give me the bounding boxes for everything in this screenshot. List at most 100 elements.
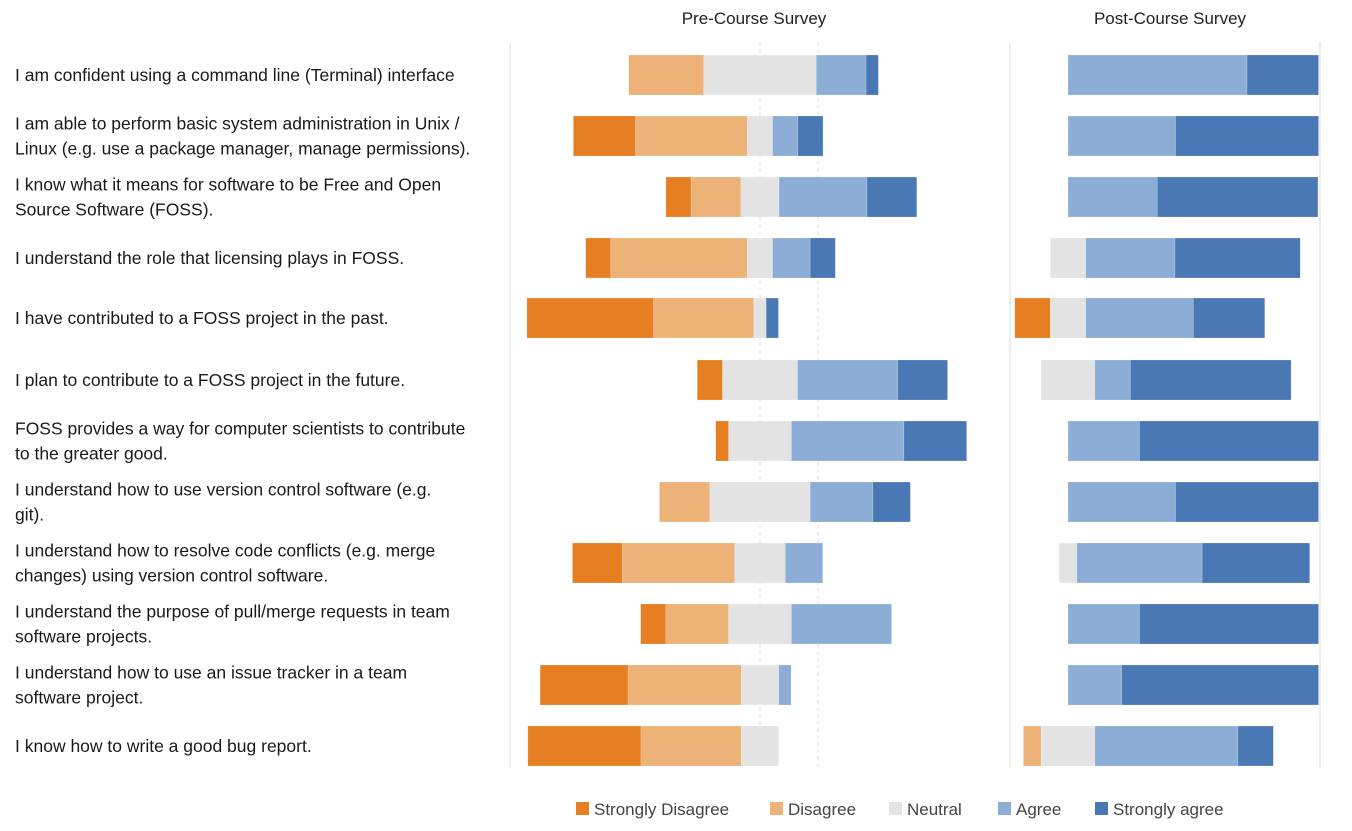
bar-segment (809, 481, 874, 523)
legend-label: Strongly Disagree (594, 800, 729, 819)
bar-segment (1023, 725, 1042, 767)
bar-segment (640, 725, 742, 767)
bar-segment (635, 115, 748, 157)
legend-label: Neutral (907, 800, 962, 819)
bar-segment (585, 237, 612, 279)
bar-segment (1040, 359, 1096, 401)
bar-segment (740, 176, 780, 218)
bar-segment (572, 542, 623, 584)
bar-segment (1193, 297, 1266, 339)
question-label: Linux (e.g. use a package manager, manag… (15, 139, 470, 159)
question-label: I understand how to resolve code conflic… (15, 541, 435, 561)
bar-segment (1175, 115, 1319, 157)
bar-segment (1050, 297, 1086, 339)
bar-segment (1201, 542, 1310, 584)
legend-swatch (576, 802, 589, 815)
bar-segment (1050, 237, 1086, 279)
bar-segment (621, 542, 736, 584)
question-label: git). (15, 505, 44, 525)
question-label: I understand the purpose of pull/merge r… (15, 602, 450, 622)
bar-segment (1067, 603, 1140, 645)
question-label: I am able to perform basic system admini… (15, 114, 460, 134)
bar-segment (1067, 115, 1176, 157)
bar-segment (1139, 603, 1319, 645)
bar-segment (715, 420, 729, 462)
legend-label: Disagree (788, 800, 856, 819)
bar-segment (865, 54, 879, 96)
bar-segment (640, 603, 667, 645)
bar-segment (690, 176, 742, 218)
bar-segment (1085, 237, 1176, 279)
bar-segment (1237, 725, 1274, 767)
bar-segment (778, 664, 792, 706)
question-label: I know how to write a good bug report. (15, 736, 312, 756)
bar-segment (772, 237, 811, 279)
bar-segment (1156, 176, 1319, 218)
bar-segment (1174, 237, 1301, 279)
bar-segment (778, 176, 868, 218)
bar-segment (747, 115, 773, 157)
bar-segment (610, 237, 748, 279)
bar-segment (903, 420, 967, 462)
legend-label: Strongly agree (1113, 800, 1224, 819)
bar-segment (653, 297, 755, 339)
question-label: I understand how to use an issue tracker… (15, 663, 407, 683)
bar-segment (728, 603, 792, 645)
bar-segment (1246, 54, 1319, 96)
panel-title: Pre-Course Survey (682, 9, 827, 28)
bar-segment (797, 115, 824, 157)
bar-segment (784, 542, 823, 584)
bar-segment (1139, 420, 1319, 462)
bar-segment (1076, 542, 1203, 584)
bar-segment (1040, 725, 1096, 767)
bar-segment (703, 54, 817, 96)
bar-segment (734, 542, 786, 584)
bar-segment (539, 664, 629, 706)
bar-segment (1067, 420, 1140, 462)
bar-segment (665, 176, 692, 218)
bar-segment (791, 420, 905, 462)
question-label: to the greater good. (15, 444, 168, 464)
bar-segment (740, 725, 780, 767)
bar-segment (709, 481, 811, 523)
question-label: I am confident using a command line (Ter… (15, 65, 455, 85)
bar-segment (753, 297, 767, 339)
bar-segment (791, 603, 892, 645)
bar-segment (897, 359, 948, 401)
bar-segment (722, 359, 798, 401)
bar-segment (1175, 481, 1319, 523)
bar-segment (659, 481, 711, 523)
bar-segment (1067, 664, 1123, 706)
bar-segment (772, 115, 799, 157)
bar-segment (665, 603, 729, 645)
question-label: I understand how to use version control … (15, 480, 431, 500)
question-label: software project. (15, 688, 143, 708)
legend-swatch (889, 802, 902, 815)
bar-segment (1067, 54, 1248, 96)
bar-segment (872, 481, 911, 523)
question-label: changes) using version control software. (15, 566, 328, 586)
bar-segment (1067, 481, 1176, 523)
bar-segment (866, 176, 918, 218)
bar-segment (765, 297, 779, 339)
question-label: I have contributed to a FOSS project in … (15, 308, 389, 328)
bar-segment (1014, 297, 1051, 339)
question-label: I plan to contribute to a FOSS project i… (15, 370, 405, 390)
bar-segment (816, 54, 867, 96)
panel-title: Post-Course Survey (1094, 9, 1247, 28)
bar-segment (628, 54, 704, 96)
bar-segment (627, 664, 742, 706)
bar-segment (740, 664, 780, 706)
question-label: Source Software (FOSS). (15, 200, 213, 220)
bar-segment (526, 297, 654, 339)
question-label: I understand the role that licensing pla… (15, 248, 404, 268)
legend-label: Agree (1016, 800, 1061, 819)
bar-segment (1121, 664, 1319, 706)
bar-segment (697, 359, 723, 401)
bar-segment (728, 420, 792, 462)
bar-segment (1094, 725, 1239, 767)
bar-segment (809, 237, 836, 279)
question-label: software projects. (15, 627, 152, 647)
